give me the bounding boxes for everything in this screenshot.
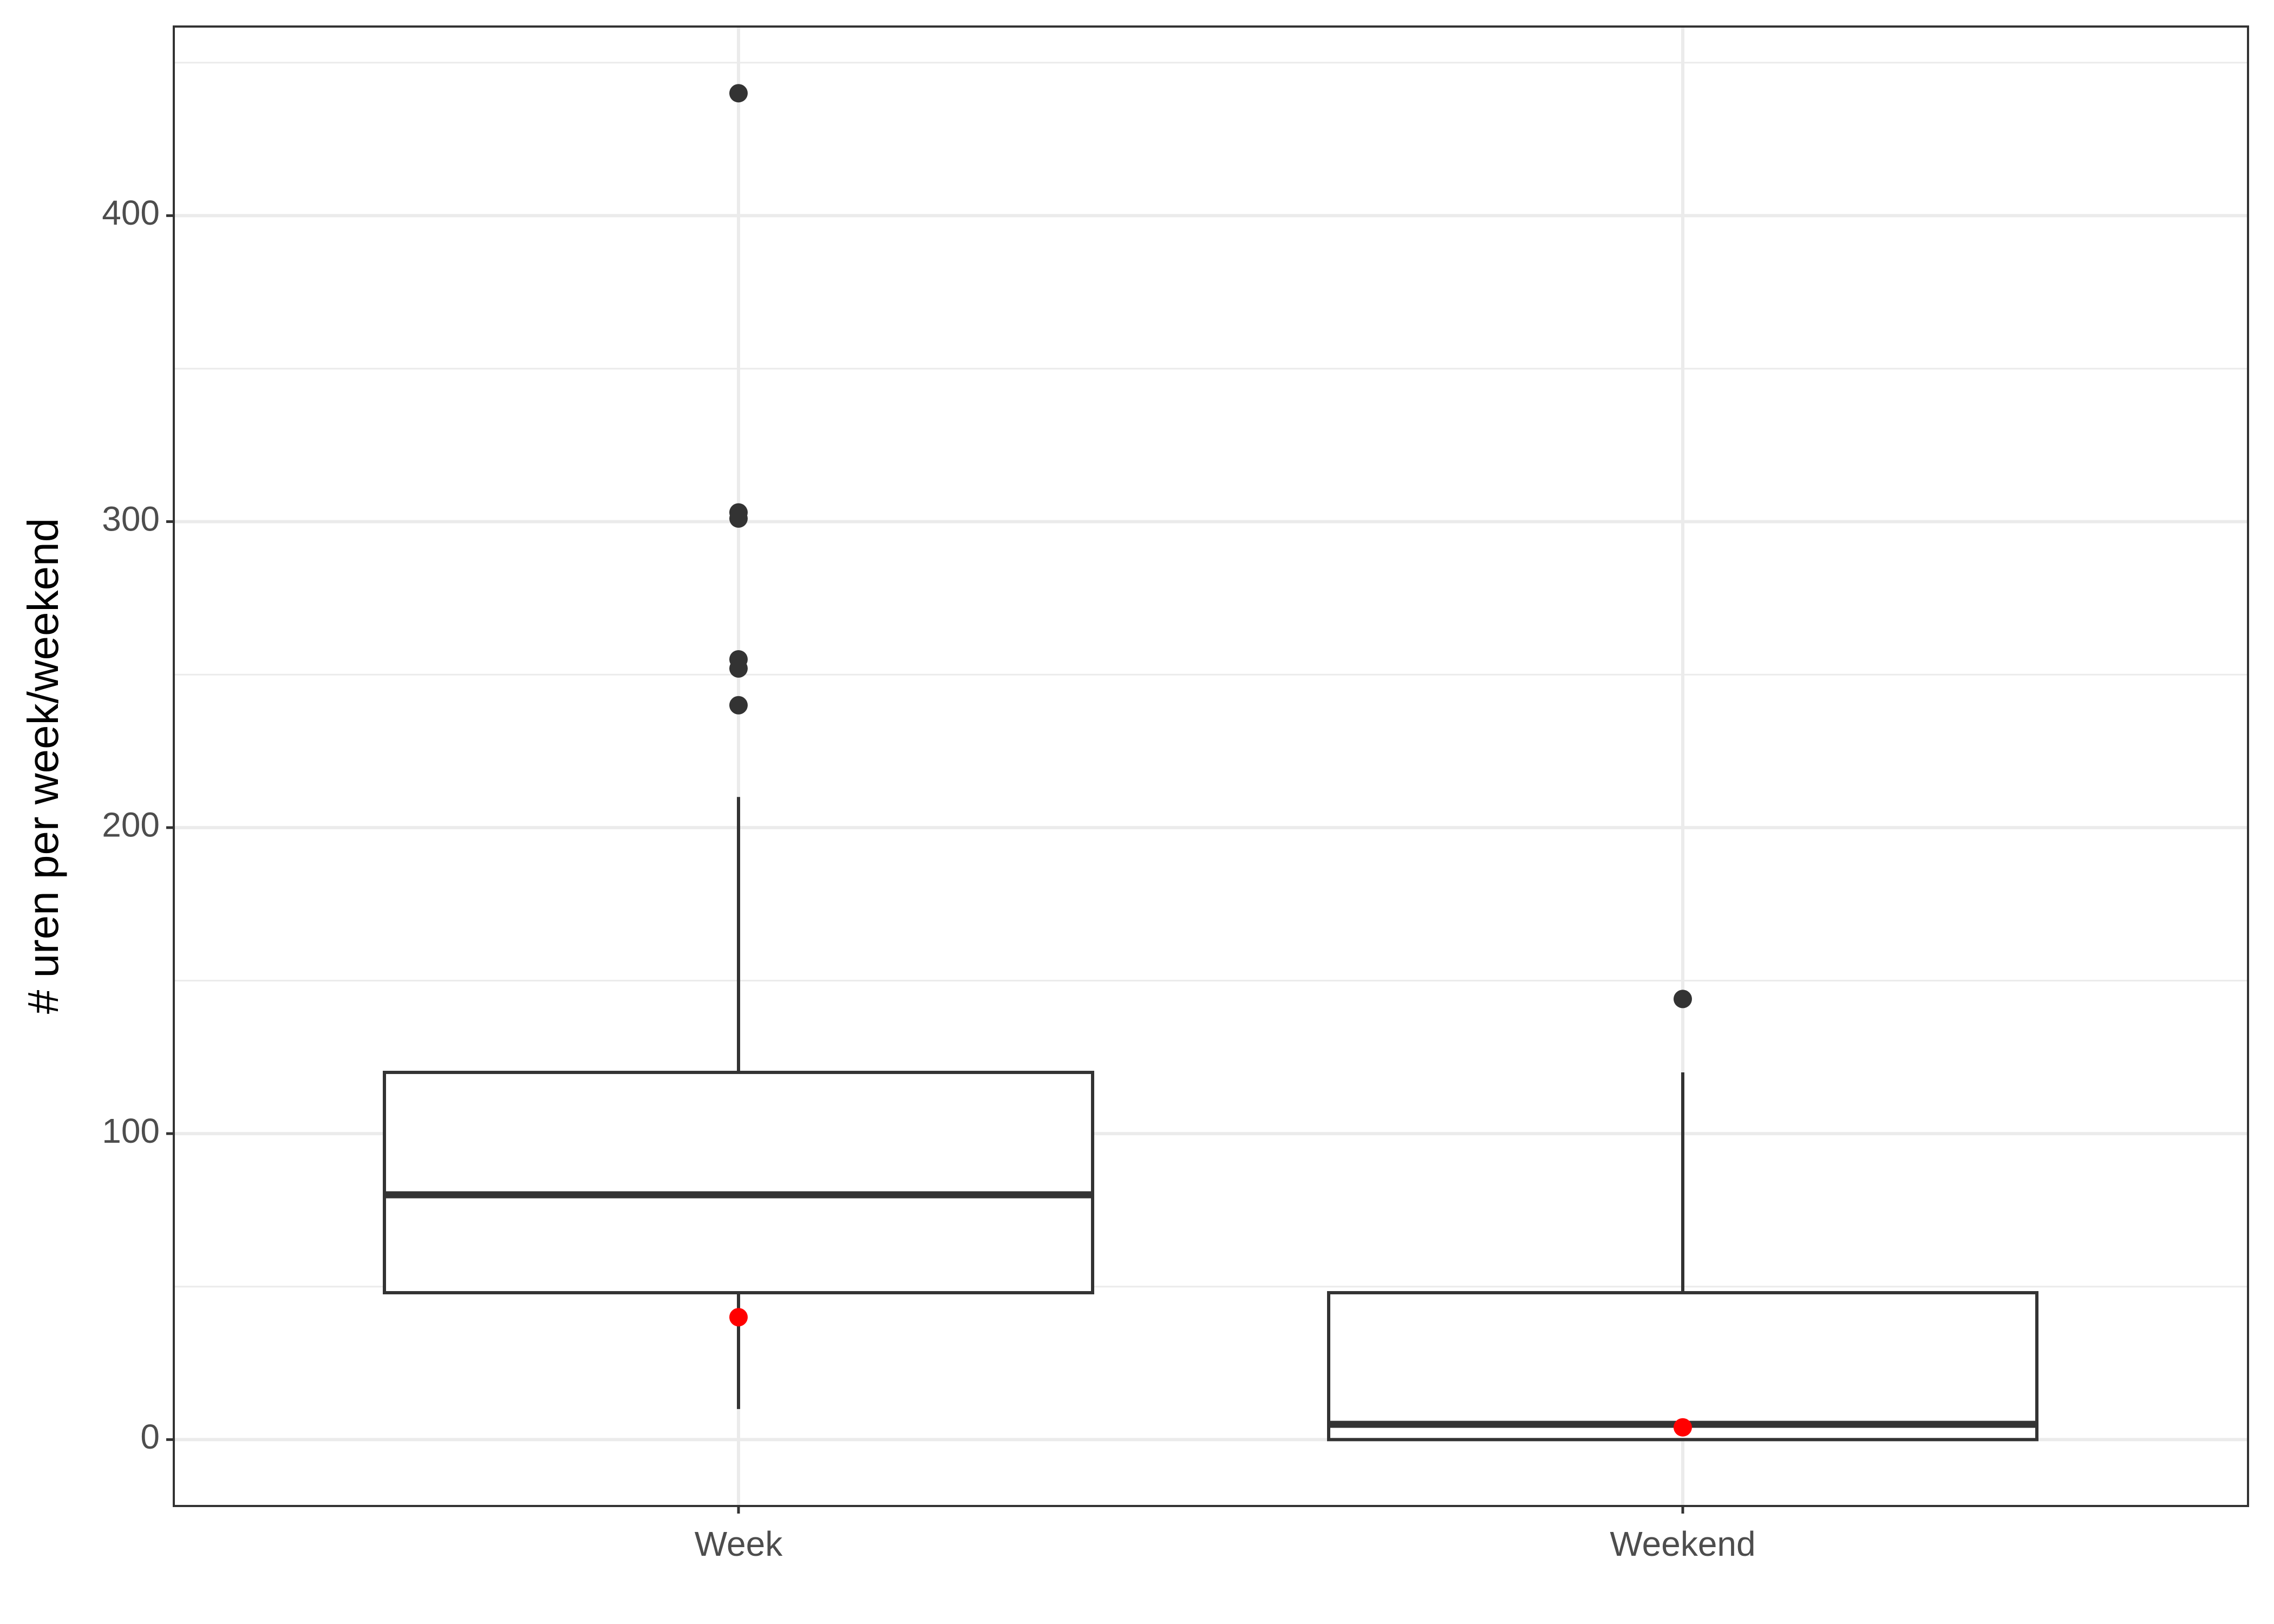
outlier xyxy=(729,696,748,715)
y-tick-label: 200 xyxy=(102,806,160,844)
y-tick-label: 300 xyxy=(102,499,160,538)
box xyxy=(383,1071,1094,1295)
box xyxy=(1327,1291,2038,1442)
marker-point xyxy=(1674,1418,1692,1437)
outlier xyxy=(729,509,748,528)
plot-border xyxy=(173,25,2249,1507)
outlier xyxy=(1674,990,1692,1009)
y-axis-title: # uren per week/weekend xyxy=(19,518,67,1014)
outlier xyxy=(729,659,748,678)
x-tick-label: Weekend xyxy=(1610,1524,1755,1563)
x-tick-label: Week xyxy=(695,1524,783,1563)
outlier xyxy=(729,84,748,103)
marker-point xyxy=(729,1308,748,1327)
y-tick-label: 0 xyxy=(140,1417,160,1456)
y-tick-label: 100 xyxy=(102,1111,160,1150)
y-tick-label: 400 xyxy=(102,193,160,232)
